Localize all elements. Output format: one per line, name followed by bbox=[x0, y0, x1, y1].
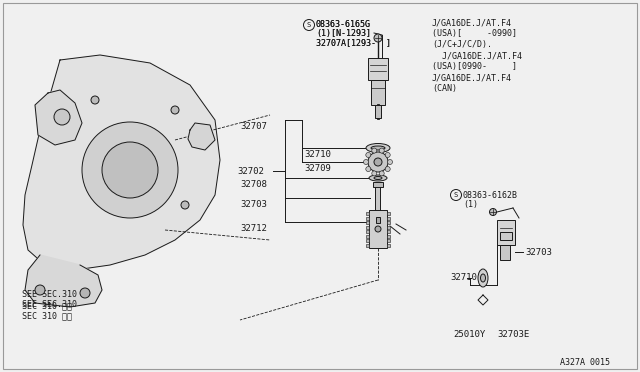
Circle shape bbox=[380, 148, 384, 153]
Text: J/GA16DE.J/AT.F4: J/GA16DE.J/AT.F4 bbox=[432, 73, 512, 82]
Text: (USA)[0990-     ]: (USA)[0990- ] bbox=[432, 62, 517, 71]
Text: J/GA16DE.J/AT.F4: J/GA16DE.J/AT.F4 bbox=[432, 51, 522, 60]
Ellipse shape bbox=[371, 146, 385, 150]
Bar bbox=[366, 225, 369, 228]
Text: 32708: 32708 bbox=[240, 180, 267, 189]
Text: (USA)[     -0990]: (USA)[ -0990] bbox=[432, 29, 517, 38]
Ellipse shape bbox=[481, 274, 486, 282]
Text: (1)[N-1293]: (1)[N-1293] bbox=[316, 29, 371, 38]
Bar bbox=[376, 217, 380, 223]
Text: 32703: 32703 bbox=[240, 200, 267, 209]
Circle shape bbox=[364, 160, 369, 164]
Bar bbox=[366, 217, 369, 219]
Bar bbox=[387, 225, 390, 228]
Bar bbox=[500, 245, 510, 260]
Ellipse shape bbox=[366, 144, 390, 153]
Text: S: S bbox=[307, 22, 311, 28]
Bar bbox=[373, 182, 383, 187]
Text: 32707A[1293-  ]: 32707A[1293- ] bbox=[316, 38, 391, 47]
Text: 32703E: 32703E bbox=[497, 330, 529, 339]
Circle shape bbox=[366, 153, 371, 157]
Circle shape bbox=[80, 288, 90, 298]
Bar bbox=[366, 239, 369, 242]
Ellipse shape bbox=[478, 269, 488, 287]
Bar bbox=[387, 230, 390, 233]
Circle shape bbox=[385, 167, 390, 171]
Text: 32702: 32702 bbox=[237, 167, 264, 176]
Ellipse shape bbox=[369, 175, 387, 181]
Bar bbox=[387, 234, 390, 237]
Bar bbox=[375, 105, 381, 118]
Bar bbox=[366, 234, 369, 237]
Circle shape bbox=[374, 158, 382, 166]
Circle shape bbox=[387, 160, 392, 164]
Circle shape bbox=[372, 148, 377, 153]
Text: 32710: 32710 bbox=[450, 273, 477, 282]
Circle shape bbox=[181, 201, 189, 209]
Text: SEC 310 参照: SEC 310 参照 bbox=[22, 301, 72, 310]
Text: 32707A[1293-  ]: 32707A[1293- ] bbox=[316, 38, 391, 47]
Bar bbox=[387, 239, 390, 242]
Circle shape bbox=[385, 153, 390, 157]
Bar bbox=[387, 212, 390, 215]
Circle shape bbox=[54, 109, 70, 125]
Text: SEC 310 参照: SEC 310 参照 bbox=[22, 311, 72, 320]
Text: (1): (1) bbox=[463, 200, 478, 209]
Circle shape bbox=[380, 171, 384, 176]
Circle shape bbox=[490, 208, 497, 215]
Circle shape bbox=[82, 122, 178, 218]
Text: 08363-6162B: 08363-6162B bbox=[463, 191, 518, 200]
Bar bbox=[369, 210, 387, 248]
Circle shape bbox=[372, 171, 377, 176]
Bar bbox=[387, 221, 390, 224]
Text: 32709: 32709 bbox=[304, 164, 331, 173]
Text: S: S bbox=[454, 192, 458, 198]
Text: 08363-6165G: 08363-6165G bbox=[316, 20, 371, 29]
Bar bbox=[500, 232, 512, 240]
Ellipse shape bbox=[374, 176, 382, 180]
Circle shape bbox=[368, 152, 388, 172]
Circle shape bbox=[91, 96, 99, 104]
Text: J/GA16DE.J/AT.F4: J/GA16DE.J/AT.F4 bbox=[432, 18, 512, 27]
Bar bbox=[366, 230, 369, 233]
Polygon shape bbox=[23, 55, 220, 270]
Text: 08363-6165G: 08363-6165G bbox=[316, 20, 371, 29]
Text: (J/C+J/C/D).: (J/C+J/C/D). bbox=[432, 40, 492, 49]
Text: 25010Y: 25010Y bbox=[453, 330, 485, 339]
Text: 32707: 32707 bbox=[240, 122, 267, 131]
Text: (CAN): (CAN) bbox=[432, 84, 457, 93]
Bar bbox=[376, 185, 381, 217]
Circle shape bbox=[35, 285, 45, 295]
Text: A327A 0015: A327A 0015 bbox=[560, 358, 610, 367]
Bar bbox=[387, 244, 390, 247]
Bar bbox=[497, 220, 515, 245]
Bar bbox=[366, 212, 369, 215]
Text: SEE SEC.310: SEE SEC.310 bbox=[22, 300, 77, 309]
Circle shape bbox=[375, 226, 381, 232]
Polygon shape bbox=[25, 255, 102, 307]
Text: 32710: 32710 bbox=[304, 150, 331, 159]
Circle shape bbox=[171, 106, 179, 114]
Circle shape bbox=[374, 34, 382, 42]
Circle shape bbox=[366, 167, 371, 171]
Polygon shape bbox=[188, 123, 215, 150]
Text: 32712: 32712 bbox=[240, 224, 267, 233]
Bar bbox=[368, 58, 388, 80]
Polygon shape bbox=[35, 90, 82, 145]
Bar bbox=[366, 244, 369, 247]
Text: (1)[N-1293]: (1)[N-1293] bbox=[316, 29, 371, 38]
Bar bbox=[387, 217, 390, 219]
Text: 32703: 32703 bbox=[525, 247, 552, 257]
Text: SEE SEC.310: SEE SEC.310 bbox=[22, 290, 77, 299]
Bar bbox=[371, 80, 385, 105]
Bar bbox=[366, 221, 369, 224]
Circle shape bbox=[102, 142, 158, 198]
